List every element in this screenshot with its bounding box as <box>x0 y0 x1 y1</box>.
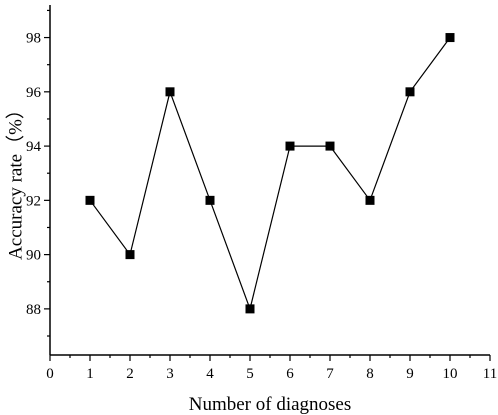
x-tick-label: 0 <box>46 366 54 382</box>
data-point-marker <box>325 141 335 151</box>
x-tick-label: 1 <box>86 366 94 382</box>
data-point-marker <box>125 250 135 260</box>
axes <box>49 5 490 356</box>
x-tick-label: 3 <box>166 366 174 382</box>
data-point-marker <box>445 33 455 43</box>
x-tick-label: 5 <box>246 366 254 382</box>
data-point-marker <box>285 141 295 151</box>
data-point-marker <box>165 87 175 97</box>
axis-ticks: 0 1 2 3 4 5 6 7 8 9 10 11 88 90 92 94 96 98 <box>26 9 497 382</box>
y-tick-label: 94 <box>26 139 42 155</box>
plot-area <box>85 33 455 314</box>
data-point-marker <box>365 195 375 205</box>
y-tick-label: 90 <box>26 248 41 264</box>
y-tick-label: 98 <box>26 31 41 47</box>
x-tick-label: 6 <box>286 366 294 382</box>
data-point-marker <box>405 87 415 97</box>
x-tick-label: 8 <box>366 366 374 382</box>
y-tick-label: 96 <box>26 85 42 101</box>
x-tick-label: 9 <box>406 366 414 382</box>
y-axis-title: Accuracy rate（%） <box>5 100 27 260</box>
x-tick-label: 4 <box>206 366 214 382</box>
data-point-marker <box>245 304 255 314</box>
x-tick-label: 10 <box>443 366 458 382</box>
x-tick-label: 7 <box>326 366 334 382</box>
y-tick-label: 92 <box>26 193 41 209</box>
x-tick-label: 11 <box>483 366 497 382</box>
data-point-marker <box>205 195 215 205</box>
x-axis-title: Number of diagnoses <box>189 394 352 415</box>
x-tick-label: 2 <box>126 366 134 382</box>
data-point-marker <box>85 195 95 205</box>
series-line <box>89 37 451 311</box>
y-tick-label: 88 <box>26 302 41 318</box>
